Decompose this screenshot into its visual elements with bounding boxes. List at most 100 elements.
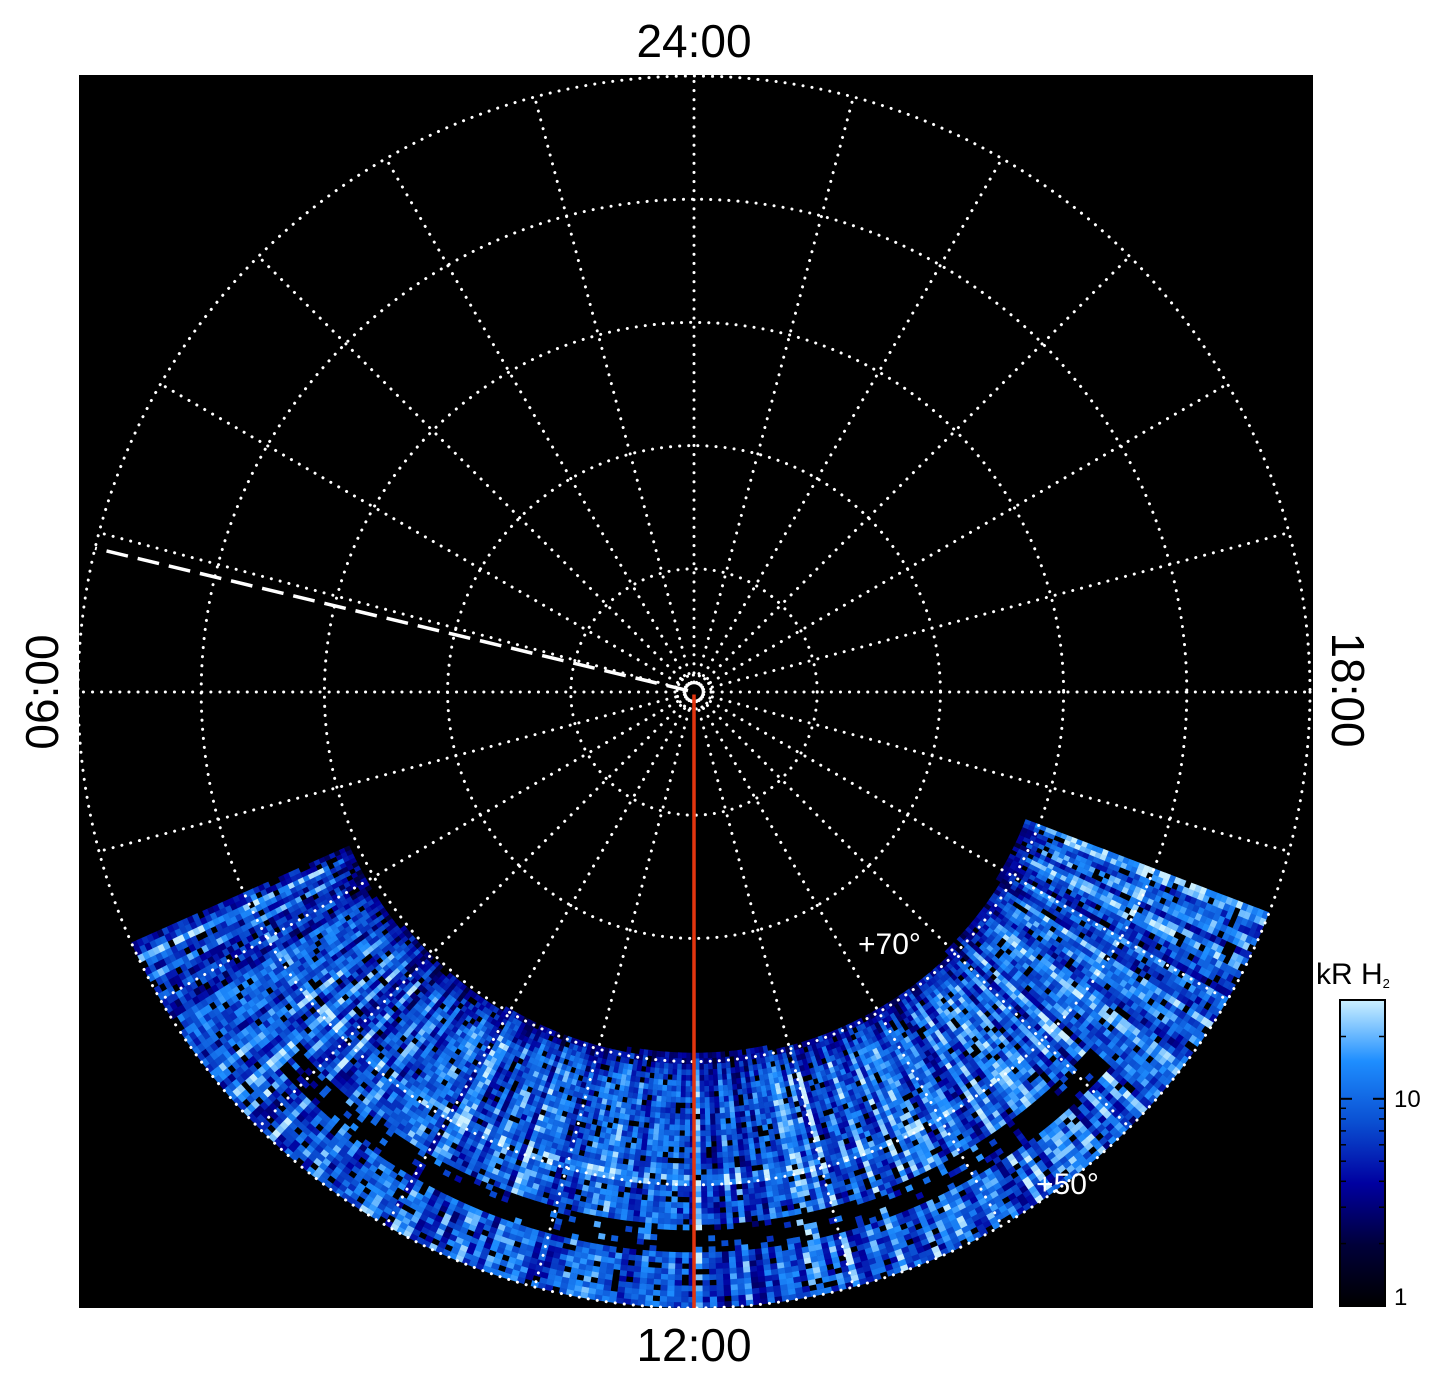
emission-cell <box>726 1073 732 1080</box>
emission-cell <box>291 1045 300 1055</box>
emission-cell <box>739 1110 746 1117</box>
emission-cell <box>715 1268 724 1275</box>
emission-cell <box>656 1151 663 1158</box>
emission-cell <box>717 1079 724 1086</box>
emission-cell <box>684 1119 691 1125</box>
emission-cell <box>205 1036 215 1046</box>
emission-cell <box>709 1107 716 1114</box>
emission-cell <box>701 1213 709 1220</box>
emission-cell <box>749 1265 758 1272</box>
emission-cell <box>686 1052 691 1059</box>
emission-cell <box>181 1010 191 1020</box>
emission-cell <box>355 1077 364 1086</box>
emission-cell <box>349 857 357 865</box>
emission-cell <box>729 1267 737 1274</box>
emission-cell <box>174 998 183 1008</box>
emission-cell <box>725 1123 732 1130</box>
emission-cell <box>190 935 199 945</box>
emission-cell <box>410 945 418 953</box>
emission-cell <box>644 1166 651 1173</box>
emission-cell <box>682 1052 687 1059</box>
emission-cell <box>635 1148 642 1156</box>
emission-cell <box>701 1191 708 1198</box>
emission-cell <box>227 1029 237 1039</box>
emission-cell <box>757 1275 766 1283</box>
emission-cell <box>262 893 271 902</box>
emission-cell <box>646 1283 654 1290</box>
emission-cell <box>277 886 286 895</box>
emission-cell <box>699 1069 705 1076</box>
emission-cell <box>663 1223 671 1230</box>
emission-cell <box>704 1085 710 1092</box>
emission-cell <box>719 1112 726 1119</box>
emission-cell <box>685 1080 691 1087</box>
emission-cell <box>274 1059 284 1069</box>
emission-cell <box>759 1186 767 1193</box>
emission-cell <box>722 1256 730 1263</box>
emission-cell <box>360 898 368 906</box>
emission-cell <box>709 1085 715 1092</box>
emission-cell <box>726 1223 734 1230</box>
emission-cell <box>640 1199 648 1207</box>
emission-cell <box>756 1208 764 1216</box>
emission-cell <box>210 1042 220 1052</box>
emission-cell <box>621 1163 629 1171</box>
emission-cell <box>708 1079 714 1086</box>
emission-cell <box>684 1141 691 1148</box>
emission-cell <box>248 1055 258 1065</box>
emission-cell <box>433 960 441 969</box>
emission-cell <box>695 1246 703 1253</box>
emission-cell <box>758 1281 767 1288</box>
emission-cell <box>329 867 338 875</box>
emission-cell <box>642 1183 650 1190</box>
emission-cell <box>644 1161 652 1168</box>
emission-cell <box>413 980 422 989</box>
emission-cell <box>241 1089 251 1099</box>
emission-cell <box>196 992 206 1002</box>
emission-cell <box>379 907 387 915</box>
emission-cell <box>695 1202 702 1209</box>
emission-cell <box>700 1108 706 1114</box>
emission-cell <box>160 973 169 983</box>
emission-cell <box>731 1295 740 1302</box>
emission-cell <box>713 1079 719 1086</box>
emission-cell <box>702 1285 710 1292</box>
emission-cell <box>675 1113 681 1120</box>
emission-cell <box>680 1107 686 1114</box>
emission-cell <box>695 1196 702 1203</box>
emission-cell <box>619 1269 628 1277</box>
emission-cell <box>252 898 261 907</box>
emission-cell <box>643 1082 649 1090</box>
emission-cell <box>205 1054 215 1064</box>
emission-cell <box>320 1127 330 1137</box>
emission-cell <box>715 1257 723 1264</box>
emission-cell <box>648 1256 656 1263</box>
emission-cell <box>734 1105 740 1112</box>
emission-cell <box>233 1096 243 1107</box>
emission-cell <box>329 911 337 920</box>
emission-cell <box>719 1212 727 1219</box>
emission-cell <box>234 1000 244 1009</box>
emission-cell <box>622 1197 630 1205</box>
emission-cell <box>242 1107 253 1117</box>
emission-cell <box>618 1185 626 1193</box>
emission-cell <box>627 1203 635 1211</box>
emission-cell <box>407 942 415 950</box>
emission-cell <box>724 1112 731 1119</box>
emission-cell <box>679 1135 685 1142</box>
emission-cell <box>369 903 378 911</box>
emission-cell <box>156 967 166 977</box>
emission-cell <box>308 950 316 959</box>
emission-cell <box>718 1084 724 1091</box>
emission-cell <box>738 1211 746 1218</box>
emission-cell <box>657 1223 665 1230</box>
emission-cell <box>270 884 278 892</box>
emission-cell <box>634 1115 641 1122</box>
emission-cell <box>669 1051 674 1058</box>
emission-cell <box>709 1096 715 1103</box>
emission-cell <box>214 1038 224 1049</box>
emission-cell <box>721 1067 727 1075</box>
emission-cell <box>741 1177 748 1184</box>
emission-cell <box>660 1173 668 1180</box>
emission-cell <box>313 1135 323 1145</box>
